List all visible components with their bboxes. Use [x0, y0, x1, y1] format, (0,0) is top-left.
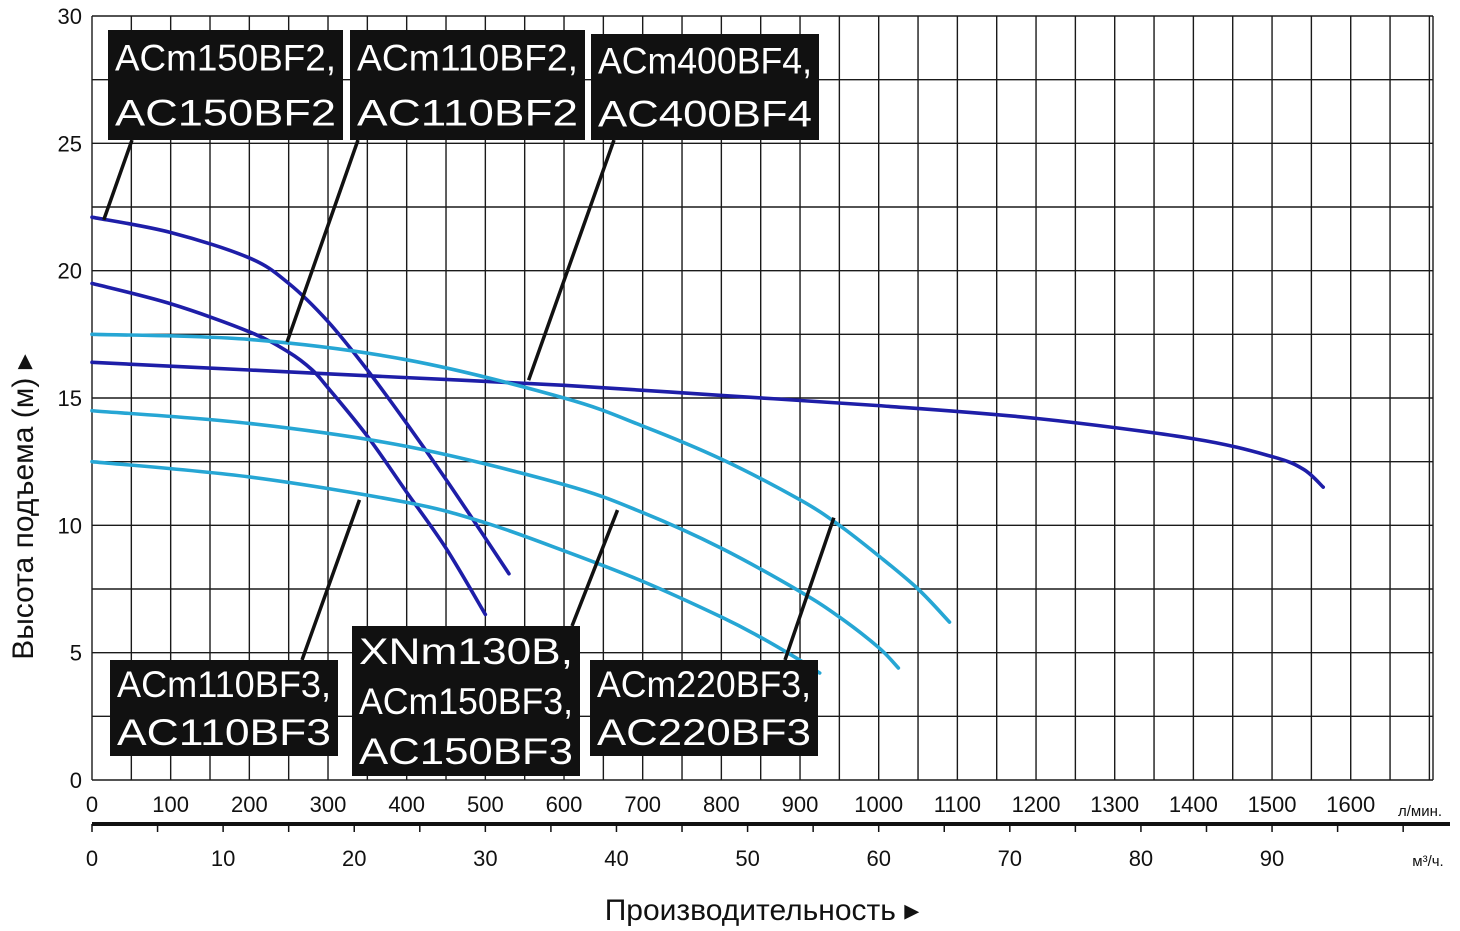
series-label-text: AC110BF3: [117, 712, 331, 753]
y-tick-label: 0: [70, 768, 82, 793]
x-tick-label-lmin: 1500: [1248, 792, 1297, 817]
series-line-1: [90, 215, 511, 576]
series-labels: ACm150BF2, AC150BF2 ACm110BF2, AC110BF2 ACm4…: [108, 30, 819, 776]
series-label-text: AC150BF2: [115, 93, 336, 134]
series-label-2: ACm110BF2, AC110BF2: [350, 30, 585, 140]
y-tick-label: 10: [58, 513, 82, 538]
series-label-1: ACm150BF2, AC150BF2: [108, 30, 343, 140]
x-tick-label-lmin: 700: [624, 792, 661, 817]
x-tick-label-lmin: 1000: [854, 792, 903, 817]
series-label-text: ACm220BF3,: [597, 664, 811, 705]
series-line-2: [90, 281, 488, 617]
x-tick-label-lmin: 900: [782, 792, 819, 817]
x-tick-label-lmin: 600: [546, 792, 583, 817]
x-tick-label-m3h: 60: [866, 846, 890, 871]
y-tick-label: 20: [58, 259, 82, 284]
series-label-text: ACm400BF4,: [598, 41, 812, 82]
leader-line-3: [526, 139, 616, 381]
x-tick-label-lmin: 1400: [1169, 792, 1218, 817]
x-tick-label-m3h: 80: [1129, 846, 1153, 871]
y-axis-ticks: 0 5 10 15 20 25 30: [58, 4, 82, 793]
x-tick-label-lmin: 500: [467, 792, 504, 817]
x-tick-label-m3h: 10: [211, 846, 235, 871]
x-tick-label-m3h: 40: [604, 846, 628, 871]
x-tick-label-lmin: 1200: [1012, 792, 1061, 817]
series-label-box: [590, 660, 818, 756]
series-label-text: AC150BF3: [359, 731, 573, 772]
series-label-3: ACm400BF4, AC400BF4: [591, 34, 819, 140]
x-tick-label-lmin: 1100: [934, 792, 981, 817]
series-label-box: [110, 660, 338, 756]
series-label-text: ACm150BF2,: [115, 38, 336, 79]
series-line-5: [90, 408, 901, 670]
x-tick-label-lmin: 0: [86, 792, 98, 817]
leader-line-5: [570, 509, 620, 627]
series-label-box: [108, 30, 343, 140]
series-label-text: AC220BF3: [597, 712, 811, 753]
x-tick-label-m3h: 50: [735, 846, 759, 871]
series-label-text: ACm150BF3,: [359, 681, 573, 722]
series-label-text: ACm110BF2,: [357, 38, 578, 79]
x-tick-label-lmin: 1300: [1090, 792, 1139, 817]
x-unit-lmin: л/мин.: [1398, 803, 1442, 820]
x-unit-m3h: м³/ч.: [1412, 853, 1443, 870]
x-tick-label-m3h: 0: [86, 846, 98, 871]
series-label-6: ACm220BF3, AC220BF3: [590, 660, 818, 756]
x-axes: 0 100 200 300 400 500 600 700 800 900 1000 1100 1200…: [86, 792, 1450, 871]
x-tick-label-lmin: 300: [310, 792, 347, 817]
series-label-text: ACm110BF3,: [117, 664, 331, 705]
chart-series: [90, 215, 1325, 675]
x-tick-label-lmin: 200: [231, 792, 268, 817]
series-line-6: [90, 459, 822, 675]
x-tick-label-m3h: 90: [1260, 846, 1284, 871]
series-label-5: XNm130B, ACm150BF3, AC150BF3: [352, 626, 580, 776]
leader-line-4: [300, 499, 362, 661]
series-label-text: XNm130B,: [359, 631, 573, 672]
y-tick-label: 5: [70, 641, 82, 666]
series-label-text: AC400BF4: [598, 94, 812, 135]
leader-line-1: [102, 139, 134, 221]
series-line-4: [90, 332, 952, 624]
y-tick-label: 25: [58, 131, 82, 156]
y-axis-title: Высота подъема (м) ▸: [7, 354, 40, 660]
y-tick-label: 15: [58, 386, 82, 411]
series-label-box: [352, 626, 580, 776]
x-tick-label-lmin: 1600: [1326, 792, 1375, 817]
x-axis-title: Производительность ▸: [605, 894, 920, 927]
leader-line-6: [783, 517, 836, 661]
x-tick-label-m3h: 30: [473, 846, 497, 871]
x-tick-label-lmin: 800: [703, 792, 740, 817]
x-tick-label-lmin: 100: [152, 792, 189, 817]
leader-line-2: [285, 139, 360, 343]
y-tick-label: 30: [58, 4, 82, 29]
series-label-4: ACm110BF3, AC110BF3: [110, 660, 338, 756]
series-label-text: AC110BF2: [357, 93, 578, 134]
series-label-box: [591, 34, 819, 140]
x-tick-label-m3h: 20: [342, 846, 366, 871]
series-label-box: [350, 30, 585, 140]
x-tick-label-lmin: 400: [388, 792, 425, 817]
series-line-3: [90, 360, 1325, 489]
x-tick-label-m3h: 70: [998, 846, 1022, 871]
label-leader-lines: [102, 139, 836, 661]
